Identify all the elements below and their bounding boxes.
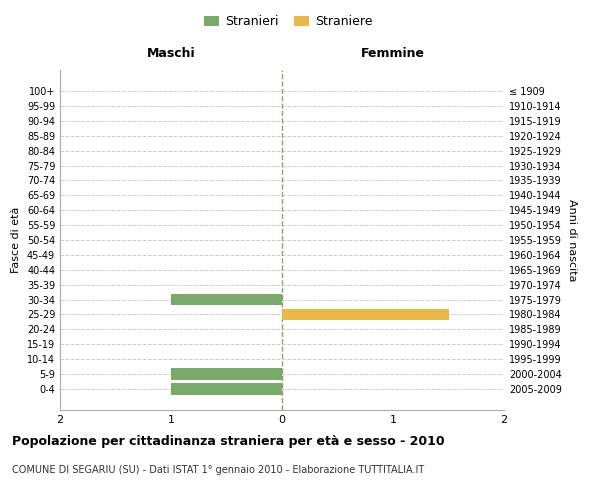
Text: Popolazione per cittadinanza straniera per età e sesso - 2010: Popolazione per cittadinanza straniera p… [12,435,445,448]
Text: Maschi: Maschi [146,47,196,60]
Bar [171,368,282,380]
Text: Femmine: Femmine [361,47,425,60]
Bar [282,309,449,320]
Y-axis label: Fasce di età: Fasce di età [11,207,21,273]
Bar [171,384,282,394]
Legend: Stranieri, Straniere: Stranieri, Straniere [200,11,376,32]
Bar [171,294,282,305]
Text: COMUNE DI SEGARIU (SU) - Dati ISTAT 1° gennaio 2010 - Elaborazione TUTTITALIA.IT: COMUNE DI SEGARIU (SU) - Dati ISTAT 1° g… [12,465,424,475]
Y-axis label: Anni di nascita: Anni di nascita [567,198,577,281]
